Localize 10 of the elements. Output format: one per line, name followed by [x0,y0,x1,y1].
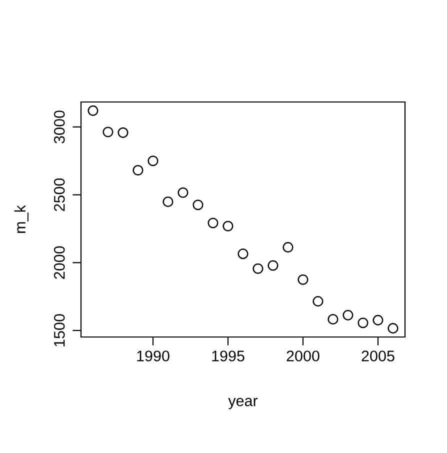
x-tick-label: 1990 [137,350,170,362]
y-tick-label: 3000 [54,110,65,144]
x-tick-label: 2000 [286,350,320,362]
y-axis-title: m_k [14,205,28,233]
x-tick-label: 1995 [212,350,244,362]
y-tick-label: 1500 [54,314,65,346]
x-tick-label: 2005 [362,350,394,362]
y-tick-label: 2000 [54,246,65,279]
y-tick-label: 2500 [54,178,65,212]
x-axis-title: year [228,398,258,410]
